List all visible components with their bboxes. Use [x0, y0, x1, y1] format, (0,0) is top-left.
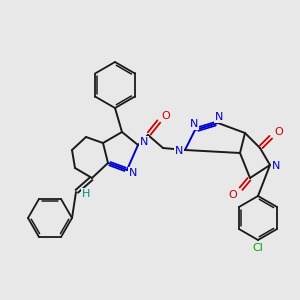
Text: N: N [190, 119, 198, 129]
Text: O: O [229, 190, 237, 200]
Text: N: N [140, 137, 148, 147]
Text: O: O [162, 111, 170, 121]
Text: H: H [82, 189, 90, 199]
Text: O: O [274, 127, 284, 137]
Text: Cl: Cl [253, 243, 263, 253]
Text: N: N [175, 146, 183, 156]
Text: N: N [215, 112, 223, 122]
Text: N: N [129, 168, 137, 178]
Text: N: N [272, 161, 280, 171]
